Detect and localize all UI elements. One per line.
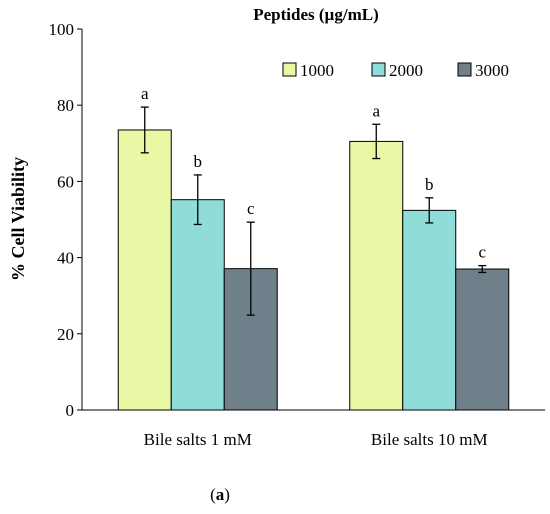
y-tick-label: 40 xyxy=(57,249,74,268)
bars: a b c a b c xyxy=(117,84,510,411)
bar xyxy=(117,129,172,411)
significance-letter: c xyxy=(247,199,255,218)
legend-swatch xyxy=(282,62,297,77)
bar xyxy=(170,199,225,411)
y-tick-label: 20 xyxy=(57,325,74,344)
legend-swatch xyxy=(371,62,386,77)
figure-caption: (a) xyxy=(210,485,230,504)
bar xyxy=(349,140,404,411)
legend-title: Peptides (µg/mL) xyxy=(253,5,378,24)
significance-letter: c xyxy=(478,243,486,262)
y-axis-label: % Cell Viability xyxy=(8,157,28,281)
y-tick-label: 60 xyxy=(57,172,74,191)
bar xyxy=(402,209,457,411)
significance-letter: b xyxy=(194,152,203,171)
legend-label: 1000 xyxy=(300,61,334,80)
legend: 1000 2000 3000 xyxy=(282,61,509,80)
y-tick-label: 0 xyxy=(66,401,75,420)
significance-letter: b xyxy=(425,175,434,194)
y-tick-label: 80 xyxy=(57,96,74,115)
y-axis: 0 20 40 60 80 100 xyxy=(49,20,83,420)
significance-letter: a xyxy=(141,84,149,103)
significance-letter: a xyxy=(372,101,380,120)
y-tick-label: 100 xyxy=(49,20,75,39)
bar xyxy=(455,268,510,411)
x-category-label: Bile salts 10 mM xyxy=(371,430,488,449)
legend-swatch xyxy=(457,62,472,77)
x-axis: Bile salts 1 mM Bile salts 10 mM xyxy=(82,409,545,449)
legend-label: 2000 xyxy=(389,61,423,80)
legend-label: 3000 xyxy=(475,61,509,80)
x-category-label: Bile salts 1 mM xyxy=(144,430,252,449)
